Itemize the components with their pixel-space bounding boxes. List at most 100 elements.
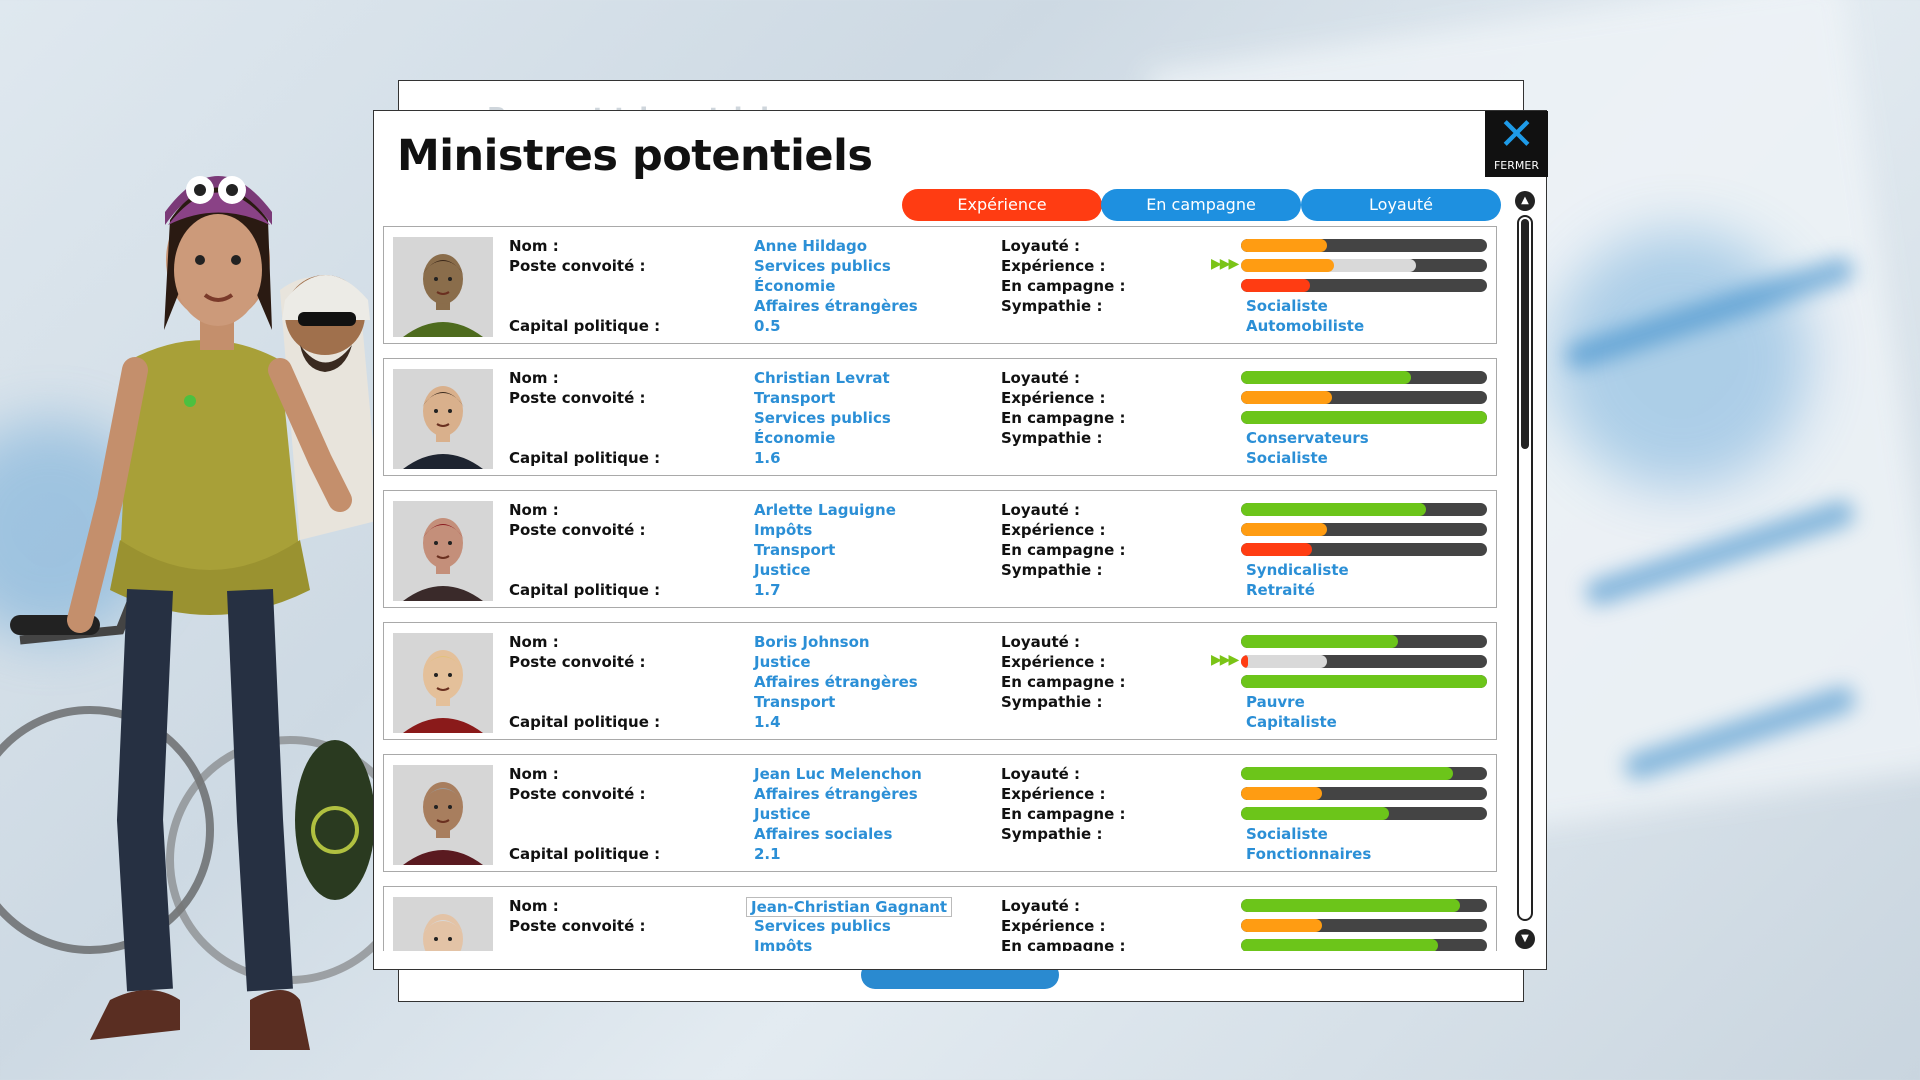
minister-card[interactable]: Nom :Poste convoité :Capital politique :…: [383, 226, 1497, 344]
political-capital-value: 1.4: [754, 713, 781, 731]
experience-bar: [1241, 919, 1487, 932]
desired-post: Économie: [754, 277, 836, 295]
tab-campaign[interactable]: En campagne: [1101, 189, 1301, 221]
name-label: Nom :: [509, 765, 559, 783]
minister-name[interactable]: Jean-Christian Gagnant: [746, 897, 953, 917]
minister-card[interactable]: Nom :Poste convoité :Capital politique :…: [383, 358, 1497, 476]
scroll-down-button[interactable]: ▼: [1515, 929, 1535, 949]
minister-portrait: [393, 765, 493, 865]
advisor-characters-illustration: [0, 176, 414, 1050]
loyalty-bar: [1241, 767, 1487, 780]
post-label: Poste convoité :: [509, 389, 646, 407]
desired-post: Transport: [754, 389, 836, 407]
desired-post: Impôts: [754, 937, 813, 951]
ministers-list[interactable]: Nom : Poste convoité : Capital politique :…: [383, 226, 1501, 951]
scroll-thumb[interactable]: [1521, 219, 1529, 449]
bar-fill: [1241, 523, 1327, 536]
post-label: Poste convoité :: [509, 785, 646, 803]
desired-post: Affaires sociales: [754, 825, 893, 843]
political-capital-value: 1.7: [754, 581, 781, 599]
name-label: Nom :: [509, 897, 559, 915]
dialog-title: Ministres potentiels: [397, 131, 873, 181]
bar-fill: [1241, 279, 1310, 292]
campaign-bar: [1241, 675, 1487, 688]
loyalty-label: Loyauté :: [1001, 501, 1081, 519]
political-capital-value: 2.1: [754, 845, 781, 863]
capital-label: Capital politique :: [509, 581, 661, 599]
campaign-bar: [1241, 807, 1487, 820]
bar-fill: [1241, 807, 1389, 820]
experience-label: Expérience :: [1001, 257, 1106, 275]
bar-fill: [1241, 239, 1327, 252]
campaign-bar: [1241, 279, 1487, 292]
bar-fill: [1241, 635, 1398, 648]
minister-card[interactable]: Nom :Poste convoité :Capital politique :…: [383, 490, 1497, 608]
campaign-label: En campagne :: [1001, 409, 1126, 427]
experience-label: Expérience :: [1001, 917, 1106, 935]
experience-bar: [1241, 259, 1487, 272]
minister-card[interactable]: Nom : Poste convoité : Capital politique :…: [383, 622, 1497, 740]
bar-fill: [1241, 503, 1426, 516]
minister-name: Boris Johnson: [754, 633, 870, 651]
experience-bar: [1241, 523, 1487, 536]
potential-fill: [1241, 655, 1327, 668]
campaign-label: En campagne :: [1001, 937, 1126, 951]
list-scrollbar[interactable]: ▲ ▼: [1515, 191, 1535, 951]
minister-card[interactable]: Nom :Poste convoité :Capital politique :…: [383, 754, 1497, 872]
tab-experience[interactable]: Expérience: [902, 189, 1102, 221]
desired-post: Services publics: [754, 917, 891, 935]
loyalty-label: Loyauté :: [1001, 369, 1081, 387]
capital-label: Capital politique :: [509, 713, 661, 731]
name-label: Nom :: [509, 633, 559, 651]
loyalty-label: Loyauté :: [1001, 633, 1081, 651]
experience-growth-arrows-icon: ▶▶▶: [1211, 256, 1239, 272]
experience-bar: [1241, 787, 1487, 800]
name-label: Nom :: [509, 501, 559, 519]
sympathy-value: Syndicaliste: [1246, 561, 1349, 579]
portrait-image: [393, 765, 493, 865]
experience-label: Expérience :: [1001, 389, 1106, 407]
experience-bar: [1241, 655, 1487, 668]
campaign-label: En campagne :: [1001, 673, 1126, 691]
desired-post: Justice: [754, 561, 811, 579]
minister-name: Anne Hildago: [754, 237, 868, 255]
name-label: Nom :: [509, 369, 559, 387]
campaign-bar: [1241, 411, 1487, 424]
close-label: FERMER: [1493, 159, 1539, 172]
tab-loyalty[interactable]: Loyauté: [1301, 189, 1501, 221]
post-label: Poste convoité :: [509, 653, 646, 671]
loyalty-bar: [1241, 899, 1487, 912]
portrait-image: [393, 369, 493, 469]
desired-post: Affaires étrangères: [754, 673, 918, 691]
experience-label: Expérience :: [1001, 653, 1106, 671]
bar-fill: [1241, 259, 1334, 272]
loyalty-bar: [1241, 503, 1487, 516]
experience-bar: [1241, 391, 1487, 404]
scroll-track[interactable]: [1517, 215, 1533, 921]
potential-ministers-dialog: Ministres potentiels ✕ FERMER Expérience…: [373, 110, 1548, 970]
minister-portrait: [393, 633, 493, 733]
portrait-image: [393, 633, 493, 733]
sympathy-value: Retraité: [1246, 581, 1315, 599]
sympathy-value: Automobiliste: [1246, 317, 1365, 335]
scroll-up-button[interactable]: ▲: [1515, 191, 1535, 211]
bar-fill: [1241, 919, 1322, 932]
campaign-label: En campagne :: [1001, 541, 1126, 559]
bar-fill: [1241, 655, 1248, 668]
loyalty-label: Loyauté :: [1001, 897, 1081, 915]
bar-fill: [1241, 391, 1332, 404]
bar-fill: [1241, 787, 1322, 800]
sympathy-value: Fonctionnaires: [1246, 845, 1372, 863]
close-button[interactable]: ✕ FERMER: [1485, 111, 1548, 177]
sympathy-label: Sympathie :: [1001, 693, 1103, 711]
desired-post: Affaires étrangères: [754, 297, 918, 315]
experience-label: Expérience :: [1001, 521, 1106, 539]
desired-post: Transport: [754, 693, 836, 711]
post-label: Poste convoité :: [509, 917, 646, 935]
sympathy-label: Sympathie :: [1001, 297, 1103, 315]
portrait-image: [393, 237, 493, 337]
campaign-label: En campagne :: [1001, 805, 1126, 823]
minister-card[interactable]: Nom :Poste convoité :Capital politique :…: [383, 886, 1497, 951]
post-label: Poste convoité :: [509, 257, 646, 275]
sympathy-value: Socialiste: [1246, 449, 1328, 467]
